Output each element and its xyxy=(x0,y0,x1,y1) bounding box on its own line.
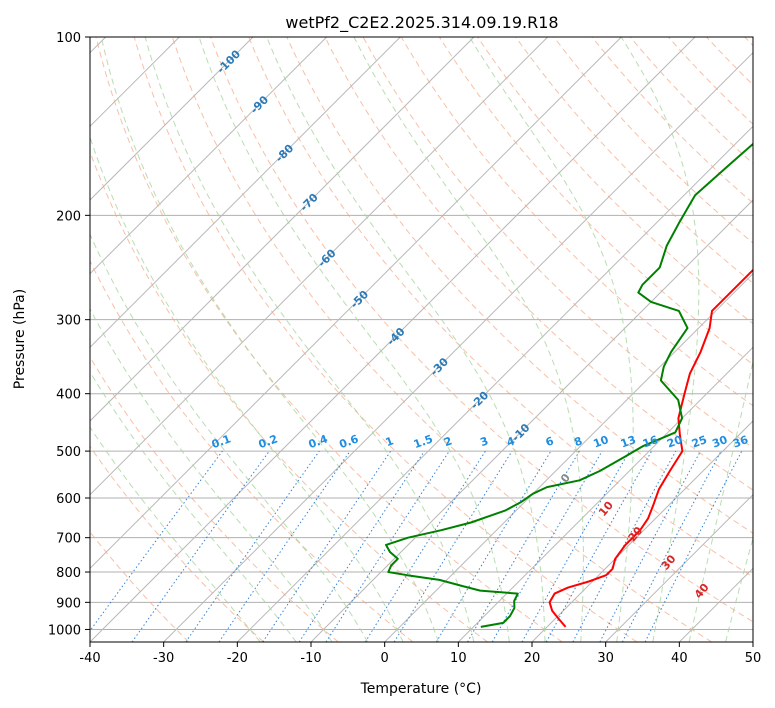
isotherm xyxy=(90,37,696,642)
dry-adiabat xyxy=(171,37,712,642)
temperature-line xyxy=(548,268,753,628)
mixing-ratio-line xyxy=(393,450,513,642)
dry-adiabat xyxy=(90,445,264,642)
moist-adiabat xyxy=(620,37,700,642)
x-tick-label: 10 xyxy=(450,651,467,666)
y-axis-label: Pressure (hPa) xyxy=(12,289,28,389)
isotherm xyxy=(90,37,549,496)
mixing-ratio-label: 1.5 xyxy=(412,432,435,451)
isotherm xyxy=(236,125,753,642)
isotherm xyxy=(90,37,254,201)
plot-frame xyxy=(89,36,754,643)
mixing-ratio-label: 0.4 xyxy=(307,432,330,451)
isotherm xyxy=(90,37,328,275)
mixing-ratio-label: 25 xyxy=(690,433,709,450)
mixing-ratio-label: 0.6 xyxy=(338,432,361,451)
mixing-ratio-line xyxy=(131,450,270,642)
moist-adiabat xyxy=(90,370,297,642)
isotherm xyxy=(605,493,753,642)
dry-adiabat xyxy=(90,356,339,642)
y-tick-label: 600 xyxy=(56,492,81,507)
mixing-ratio-label: 0.2 xyxy=(257,432,280,451)
mixing-ratio-line xyxy=(325,450,450,642)
dry-adiabat xyxy=(210,37,753,623)
y-tick-label: 100 xyxy=(56,31,81,46)
x-tick-label: -30 xyxy=(153,651,174,666)
axes: -40 -30 -20 -10 0 10 20 30 40 5010020030040050060… xyxy=(48,31,761,666)
isotherm xyxy=(384,272,753,642)
chart-title: wetPf2_C2E2.2025.314.09.19.R18 xyxy=(285,13,558,33)
isotherm xyxy=(90,37,475,422)
moist-adiabat xyxy=(198,37,510,642)
x-tick-label: 50 xyxy=(745,651,762,666)
mixing-ratio-label: 13 xyxy=(619,433,638,450)
dewpoint-line xyxy=(385,142,753,628)
y-tick-label: 200 xyxy=(56,209,81,224)
x-tick-label: -10 xyxy=(300,651,321,666)
dry-adiabat xyxy=(248,37,753,578)
moist-adiabat xyxy=(725,536,753,642)
x-tick-label: -40 xyxy=(79,651,100,666)
mixing-ratio-label: 4 xyxy=(505,434,517,449)
mixing-ratio-line xyxy=(90,450,223,632)
y-tick-label: 500 xyxy=(56,445,81,460)
mixing-ratio-label: 0.1 xyxy=(210,432,233,451)
background-lines xyxy=(90,37,753,642)
moist-adiabat xyxy=(90,308,333,642)
isotherm xyxy=(90,37,622,570)
isotherm xyxy=(163,51,753,642)
x-tick-label: -20 xyxy=(227,651,248,666)
moist-adiabat xyxy=(90,426,261,642)
mixing-ratio-line xyxy=(185,450,320,642)
mixing-ratio-line xyxy=(298,450,425,642)
mixing-ratio-line xyxy=(545,450,653,642)
mixing-ratio-line xyxy=(262,450,392,642)
dry-adiabat xyxy=(286,37,753,534)
moist-adiabat xyxy=(90,232,369,642)
moist-adiabat xyxy=(144,37,475,642)
sounding-lines xyxy=(385,142,753,628)
y-tick-label: 700 xyxy=(56,532,81,547)
dry-adiabat xyxy=(90,259,414,642)
mixing-ratio-label: 10 xyxy=(592,433,611,451)
x-tick-label: 30 xyxy=(597,651,614,666)
isotherm xyxy=(90,37,401,349)
x-axis-label: Temperature (°C) xyxy=(360,681,482,697)
dry-adiabat xyxy=(324,37,753,491)
moist-adiabat xyxy=(100,37,439,642)
mixing-ratio-label: 6 xyxy=(544,434,556,449)
mixing-ratio-label: 36 xyxy=(731,433,750,451)
isotherm xyxy=(531,420,753,642)
mixing-ratio-label: 30 xyxy=(710,433,729,451)
x-tick-label: 0 xyxy=(381,651,389,666)
y-tick-label: 800 xyxy=(56,566,81,581)
x-tick-label: 40 xyxy=(671,651,688,666)
mixing-ratio-label: 20 xyxy=(665,433,684,451)
y-tick-label: 1000 xyxy=(48,623,81,638)
mixing-ratio-label: 1 xyxy=(384,434,396,449)
y-tick-label: 300 xyxy=(56,314,81,329)
dry-adiabat xyxy=(133,37,638,642)
x-tick-label: 20 xyxy=(524,651,541,666)
y-tick-label: 400 xyxy=(56,388,81,403)
moist-adiabat xyxy=(90,135,404,642)
mixing-ratio-label: 2 xyxy=(442,434,454,449)
mixing-ratio-line xyxy=(218,450,351,642)
y-tick-label: 900 xyxy=(56,596,81,611)
isotherm xyxy=(457,346,753,642)
dry-adiabat xyxy=(95,37,563,642)
moist-adiabat xyxy=(266,37,546,642)
moist-adiabat xyxy=(688,358,753,642)
moist-adiabat xyxy=(353,37,584,642)
dry-adiabat xyxy=(515,37,753,284)
mixing-ratio-line xyxy=(644,450,743,642)
mixing-ratio-line xyxy=(521,450,630,642)
mixing-ratio-label: 8 xyxy=(572,434,584,449)
mixing-ratio-label: 16 xyxy=(641,433,660,451)
mixing-ratio-label: 3 xyxy=(478,434,490,449)
